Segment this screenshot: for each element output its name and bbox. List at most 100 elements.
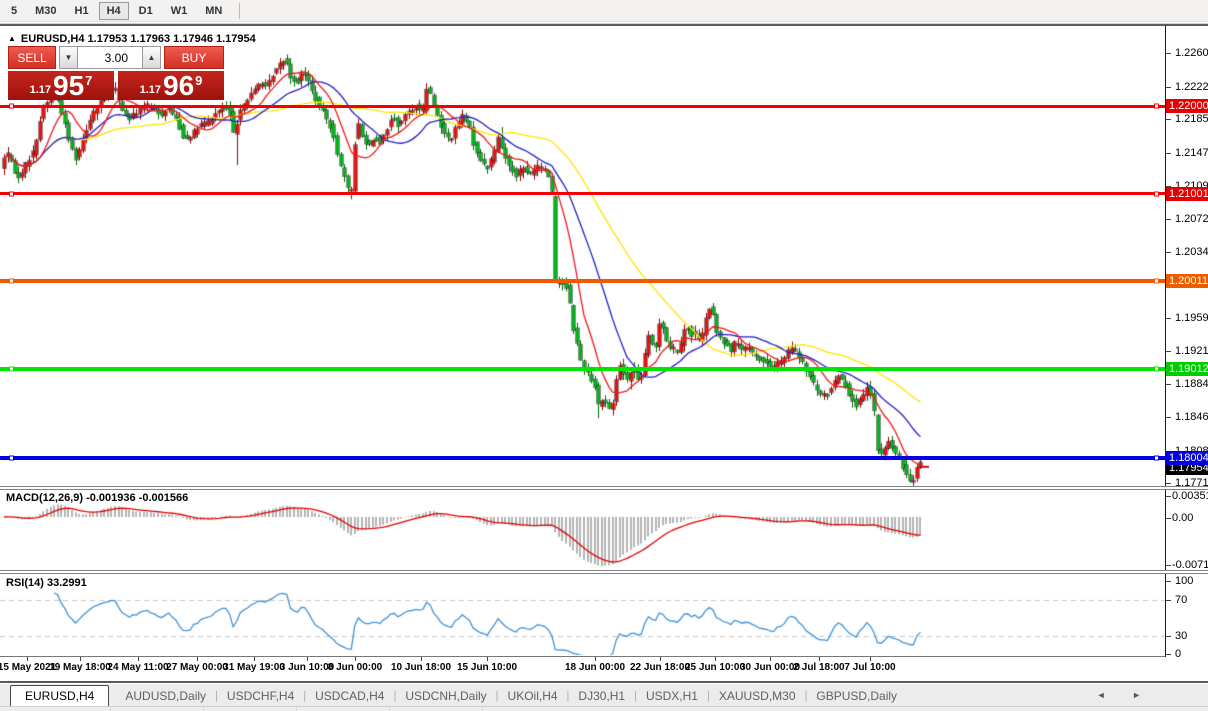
time-tick-mark bbox=[307, 657, 308, 661]
horizontal-line-1.18004[interactable] bbox=[0, 455, 1165, 461]
time-tick-label: 24 May 11:00 bbox=[107, 662, 169, 673]
time-tick-mark bbox=[660, 657, 661, 661]
chart-tab-USDX,H1[interactable]: USDX,H1 bbox=[645, 688, 698, 703]
buy-price-sup: 9 bbox=[195, 73, 203, 88]
chart-tab-USDCAD,H4[interactable]: USDCAD,H4 bbox=[315, 688, 385, 703]
line-handle[interactable] bbox=[1154, 191, 1159, 197]
line-handle[interactable] bbox=[1154, 278, 1159, 284]
buy-price-box[interactable]: 1.17 96 9 bbox=[118, 71, 224, 100]
price-chart-canvas[interactable] bbox=[0, 26, 1208, 681]
rsi-tick-mark bbox=[1166, 654, 1171, 655]
line-handle[interactable] bbox=[9, 366, 14, 372]
timeframe-button-d1[interactable]: D1 bbox=[138, 4, 153, 17]
price-tick-mark bbox=[1166, 384, 1171, 385]
price-tick-mark bbox=[1166, 87, 1171, 88]
volume-input[interactable] bbox=[78, 46, 142, 69]
chart-tab-bar: EURUSD,H4 AUDUSD,Daily | USDCHF,H4 | USDCAD,H… bbox=[0, 683, 1208, 706]
horizontal-line-1.22[interactable] bbox=[0, 103, 1165, 109]
price-tick-mark bbox=[1166, 153, 1171, 154]
price-tick-label: 1.22600 bbox=[1175, 47, 1208, 59]
sell-price-sup: 7 bbox=[85, 73, 93, 88]
chart-window: ▲ EURUSD,H4 1.17953 1.17963 1.17946 1.179… bbox=[0, 26, 1208, 681]
line-handle[interactable] bbox=[9, 455, 14, 461]
hline-price-label: 1.18004 bbox=[1166, 450, 1208, 465]
time-tick-label: 27 May 00:00 bbox=[166, 662, 228, 673]
main-macd-splitter[interactable] bbox=[0, 486, 1208, 490]
time-tick-label: 10 Jun 18:00 bbox=[390, 662, 452, 673]
sell-price-box[interactable]: 1.17 95 7 bbox=[8, 71, 114, 100]
time-tick-label: 19 May 18:00 bbox=[49, 662, 111, 673]
spin-down-icon: ▼ bbox=[64, 53, 73, 62]
line-handle[interactable] bbox=[1154, 103, 1159, 109]
tab-separator: | bbox=[566, 689, 570, 702]
chart-tab-DJ30,H1[interactable]: DJ30,H1 bbox=[578, 688, 626, 703]
time-tick-label: 2 Jul 18:00 bbox=[793, 662, 845, 673]
volume-increase-button[interactable]: ▲ bbox=[142, 46, 161, 69]
buy-button[interactable]: BUY bbox=[164, 46, 224, 69]
statusbar-divider bbox=[203, 707, 204, 711]
time-tick-label: 8 Jun 00:00 bbox=[327, 662, 383, 673]
hline-price-label: 1.22000 bbox=[1166, 99, 1208, 113]
ohlc-info-text: EURUSD,H4 1.17953 1.17963 1.17946 1.1795… bbox=[20, 33, 256, 45]
horizontal-line-1.19012[interactable] bbox=[0, 366, 1165, 372]
price-tick-label: 1.18460 bbox=[1175, 411, 1208, 423]
time-tick-label: 3 Jun 10:00 bbox=[279, 662, 335, 673]
chart-tab-AUDUSD,Daily[interactable]: AUDUSD,Daily bbox=[125, 688, 207, 703]
hline-price-label: 1.19012 bbox=[1166, 361, 1208, 376]
timeframe-button-m30[interactable]: M30 bbox=[35, 4, 57, 17]
macd-tick-mark bbox=[1166, 565, 1171, 566]
chart-tab-USDCNH,Daily[interactable]: USDCNH,Daily bbox=[405, 688, 487, 703]
collapse-panel-icon[interactable]: ▲ bbox=[8, 34, 16, 43]
rsi-tick-mark bbox=[1166, 600, 1171, 601]
horizontal-line-1.21001[interactable] bbox=[0, 191, 1165, 197]
line-handle[interactable] bbox=[9, 191, 14, 197]
tab-scroll-arrows[interactable]: ◄ ► bbox=[1096, 690, 1153, 700]
sell-button[interactable]: SELL bbox=[8, 46, 56, 69]
hline-price-label: 1.21001 bbox=[1166, 186, 1208, 201]
tab-separator: | bbox=[804, 689, 808, 702]
time-tick-label: 31 May 19:00 bbox=[223, 662, 285, 673]
spin-up-icon: ▲ bbox=[147, 53, 156, 62]
horizontal-line-1.20011[interactable] bbox=[0, 278, 1165, 284]
macd-rsi-splitter[interactable] bbox=[0, 570, 1208, 574]
chart-tab-UKOil,H4[interactable]: UKOil,H4 bbox=[507, 688, 558, 703]
macd-scale-label: 0.00 bbox=[1172, 512, 1194, 524]
timeframe-button-5[interactable]: 5 bbox=[11, 4, 18, 17]
timeframe-button-mn[interactable]: MN bbox=[205, 4, 223, 17]
rsi-scale-label: 100 bbox=[1175, 575, 1194, 587]
chart-tab-XAUUSD,M30[interactable]: XAUUSD,M30 bbox=[718, 688, 796, 703]
tab-separator: | bbox=[634, 689, 637, 702]
statusbar-divider bbox=[389, 707, 390, 711]
timeframe-button-w1[interactable]: W1 bbox=[170, 4, 188, 17]
timeframe-button-h4[interactable]: H4 bbox=[98, 1, 129, 20]
price-axis[interactable]: 1.226001.222201.218501.214701.210901.207… bbox=[1165, 26, 1208, 660]
rsi-scale-label: 70 bbox=[1175, 594, 1188, 606]
chart-tab-USDCHF,H4[interactable]: USDCHF,H4 bbox=[226, 688, 295, 703]
line-handle[interactable] bbox=[1154, 455, 1159, 461]
time-tick-mark bbox=[254, 657, 255, 661]
time-tick-mark bbox=[819, 657, 820, 661]
hline-price-label: 1.20011 bbox=[1166, 274, 1208, 289]
volume-decrease-button[interactable]: ▼ bbox=[59, 46, 78, 69]
line-handle[interactable] bbox=[1154, 366, 1159, 372]
time-tick-label: 15 Jun 10:00 bbox=[456, 662, 518, 673]
time-axis[interactable]: 15 May 2021 19 May 18:00 24 May 11:00 27 Ma… bbox=[0, 657, 1208, 681]
time-tick-mark bbox=[197, 657, 198, 661]
time-tick-mark bbox=[595, 657, 596, 661]
chart-tab-GBPUSD,Daily[interactable]: GBPUSD,Daily bbox=[816, 688, 898, 703]
macd-scale-label: 0.003515 bbox=[1172, 490, 1208, 502]
price-tick-label: 1.20340 bbox=[1175, 246, 1208, 258]
chart-tab-active-EURUSD,H4[interactable]: EURUSD,H4 bbox=[10, 685, 110, 706]
time-tick-label: 15 May 2021 bbox=[0, 662, 57, 673]
price-tick-mark bbox=[1166, 119, 1171, 120]
line-handle[interactable] bbox=[9, 103, 14, 109]
time-tick-mark bbox=[487, 657, 488, 661]
price-tick-mark bbox=[1166, 351, 1171, 352]
window-bottom-border bbox=[0, 681, 1208, 683]
line-handle[interactable] bbox=[9, 278, 14, 284]
time-tick-mark bbox=[421, 657, 422, 661]
timeframe-button-h1[interactable]: H1 bbox=[74, 4, 89, 17]
price-tick-label: 1.21470 bbox=[1175, 147, 1208, 159]
